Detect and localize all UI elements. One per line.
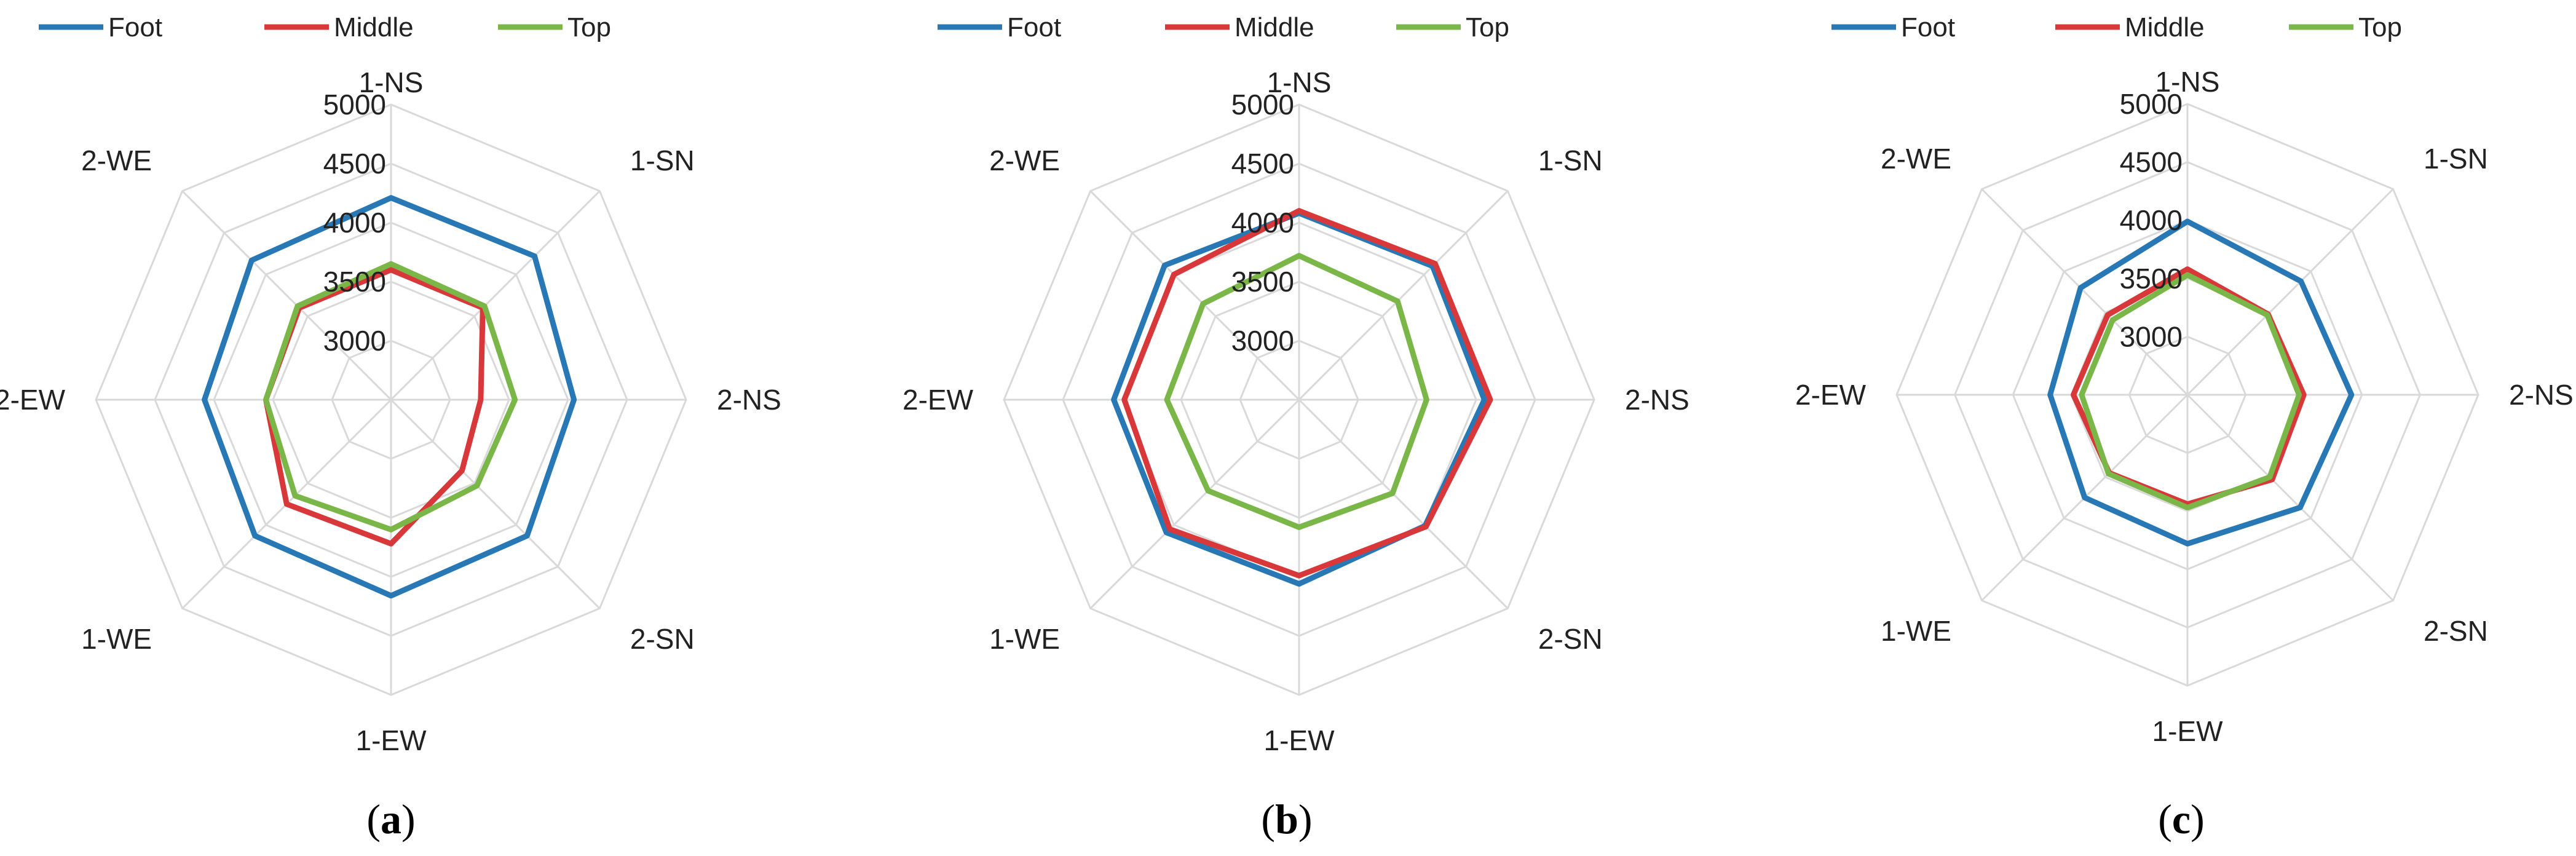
spoke-2-we: [1981, 188, 2189, 396]
category-label-2-ns: 2-NS: [1625, 384, 1689, 416]
tick-label-5000: 5000: [1231, 89, 1294, 121]
category-label-1-sn: 1-SN: [1538, 145, 1603, 176]
category-label-1-ew: 1-EW: [2152, 715, 2224, 747]
caption-b-letter: b: [1275, 796, 1298, 842]
spoke-1-sn: [390, 190, 601, 401]
legend-label-top: Top: [567, 12, 611, 42]
tick-label-3500: 3500: [2120, 263, 2183, 295]
tick-label-3000: 3000: [323, 325, 386, 357]
tick-label-3500: 3500: [323, 266, 386, 298]
series-foot: [1111, 210, 1487, 587]
category-label-2-sn: 2-SN: [2424, 615, 2488, 647]
caption-a-letter: a: [381, 796, 401, 842]
category-label-2-ns: 2-NS: [717, 384, 781, 416]
spoke-1-sn: [2186, 188, 2394, 396]
category-label-1-ew: 1-EW: [1264, 724, 1335, 756]
category-label-2-sn: 2-SN: [630, 623, 695, 655]
tick-label-4000: 4000: [323, 207, 386, 239]
legend-label-foot: Foot: [108, 12, 162, 42]
category-label-1-we: 1-WE: [81, 623, 152, 655]
series-top: [263, 261, 518, 533]
legend-label-top: Top: [1466, 12, 1509, 42]
spoke-2-we: [1089, 190, 1300, 401]
series-top: [1164, 253, 1429, 530]
legend-label-middle: Middle: [1235, 12, 1314, 42]
spoke-2-sn: [2186, 394, 2394, 601]
series-foot: [202, 195, 577, 599]
legend-label-middle: Middle: [2125, 12, 2205, 42]
category-label-2-ew: 2-EW: [0, 384, 66, 416]
caption-b: (b): [1261, 796, 1312, 842]
spoke-1-sn: [1298, 190, 1509, 401]
category-label-2-ew: 2-EW: [1795, 379, 1867, 411]
caption-c-letter: c: [2172, 796, 2191, 842]
category-label-1-ns: 1-NS: [2155, 66, 2220, 98]
tick-label-5000: 5000: [2120, 88, 2183, 120]
spoke-1-we: [1089, 398, 1300, 609]
spoke-2-we: [181, 190, 392, 401]
tick-label-4500: 4500: [2120, 146, 2183, 178]
category-label-2-sn: 2-SN: [1538, 623, 1603, 655]
category-label-1-we: 1-WE: [1881, 615, 1951, 647]
category-label-2-ns: 2-NS: [2509, 379, 2574, 411]
tick-label-3000: 3000: [2120, 320, 2183, 352]
tick-label-4500: 4500: [323, 148, 386, 180]
category-label-1-sn: 1-SN: [630, 145, 695, 176]
caption-a: (a): [366, 796, 415, 842]
category-label-2-we: 2-WE: [989, 145, 1060, 176]
tick-label-4000: 4000: [2120, 204, 2183, 236]
tick-label-5000: 5000: [323, 89, 386, 121]
category-label-1-sn: 1-SN: [2424, 143, 2488, 175]
series-foot: [2047, 218, 2355, 547]
category-label-1-ns: 1-NS: [359, 66, 424, 98]
category-label-1-ns: 1-NS: [1267, 66, 1332, 98]
legend-label-middle: Middle: [334, 12, 414, 42]
category-label-1-ew: 1-EW: [356, 724, 427, 756]
category-label-2-we: 2-WE: [1881, 143, 1951, 175]
caption-c: (c): [2158, 796, 2205, 842]
category-label-2-we: 2-WE: [81, 145, 152, 176]
category-label-1-we: 1-WE: [989, 623, 1060, 655]
spoke-2-sn: [390, 398, 601, 609]
series-top: [2079, 272, 2302, 510]
tick-label-4500: 4500: [1231, 148, 1294, 180]
tick-label-3500: 3500: [1231, 266, 1294, 298]
spoke-2-sn: [1298, 398, 1509, 609]
tick-label-4000: 4000: [1231, 207, 1294, 239]
legend-label-top: Top: [2358, 12, 2402, 42]
legend-label-foot: Foot: [1901, 12, 1955, 42]
legend-label-foot: Foot: [1007, 12, 1061, 42]
tick-label-3000: 3000: [1231, 325, 1294, 357]
series-middle: [1121, 208, 1493, 579]
category-label-2-ew: 2-EW: [903, 384, 974, 416]
